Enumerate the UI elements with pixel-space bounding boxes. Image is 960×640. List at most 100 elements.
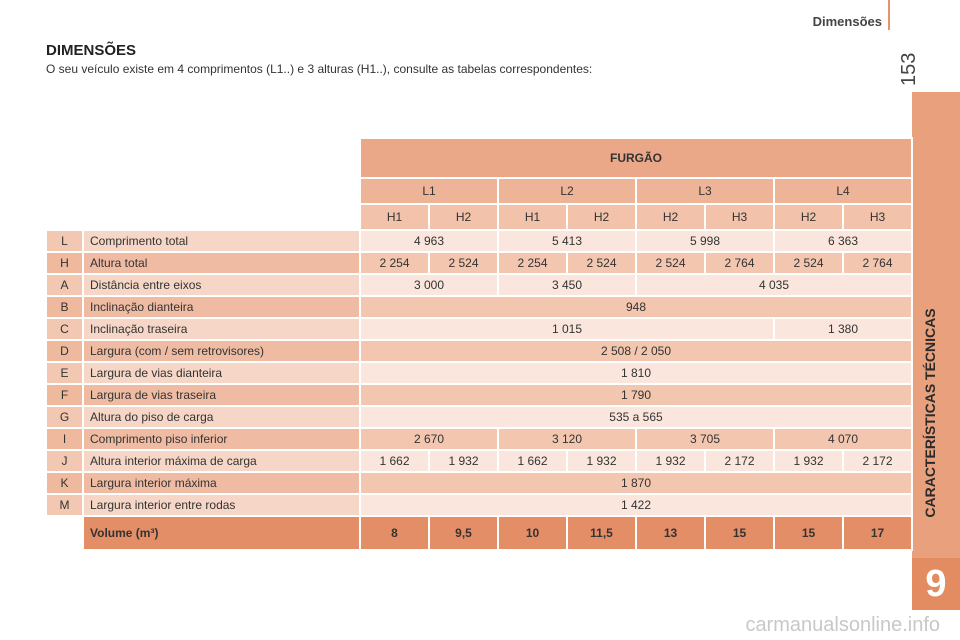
value-cell: 1 810 bbox=[359, 361, 913, 385]
row-label: Largura interior máxima bbox=[82, 471, 361, 495]
row-label: Comprimento total bbox=[82, 229, 361, 253]
volume-cell: 8 bbox=[359, 515, 430, 551]
cell bbox=[82, 203, 361, 231]
row-label: Largura (com / sem retrovisores) bbox=[82, 339, 361, 363]
cell bbox=[45, 515, 84, 551]
value-cell: 1 932 bbox=[635, 449, 706, 473]
volume-cell: 17 bbox=[842, 515, 913, 551]
row-label: Altura interior máxima de carga bbox=[82, 449, 361, 473]
title: DIMENSÕES bbox=[46, 42, 137, 59]
value-cell: 2 172 bbox=[842, 449, 913, 473]
cell bbox=[45, 177, 84, 205]
dimensions-table: FURGÃO L1 L2 L3 L4 H1 H2 H1 H2 H2 H3 H2 H3 L Comprimen… bbox=[45, 137, 913, 551]
row-code: H bbox=[45, 251, 84, 275]
row: C Inclinação traseira 1 015 1 380 bbox=[45, 317, 913, 341]
row: J Altura interior máxima de carga 1 662 1 9… bbox=[45, 449, 913, 473]
height-header: H3 bbox=[842, 203, 913, 231]
value-cell: 1 015 bbox=[359, 317, 775, 341]
row-label: Inclinação dianteira bbox=[82, 295, 361, 319]
height-header: H1 bbox=[497, 203, 568, 231]
length-header: L3 bbox=[635, 177, 775, 205]
value-cell: 6 363 bbox=[773, 229, 913, 253]
row-code: E bbox=[45, 361, 84, 385]
watermark: carmanualsonline.info bbox=[745, 614, 940, 636]
value-cell: 3 450 bbox=[497, 273, 637, 297]
row-label: Inclinação traseira bbox=[82, 317, 361, 341]
row: H1 H2 H1 H2 H2 H3 H2 H3 bbox=[45, 203, 913, 231]
rule bbox=[888, 0, 890, 30]
sidebar-label: CARACTERÍSTICAS TÉCNICAS bbox=[922, 308, 938, 518]
row: F Largura de vias traseira 1 790 bbox=[45, 383, 913, 407]
row-label: Largura de vias dianteira bbox=[82, 361, 361, 385]
row: E Largura de vias dianteira 1 810 bbox=[45, 361, 913, 385]
value-cell: 1 662 bbox=[497, 449, 568, 473]
value-cell: 2 172 bbox=[704, 449, 775, 473]
value-cell: 2 524 bbox=[428, 251, 499, 275]
value-cell: 5 413 bbox=[497, 229, 637, 253]
length-header: L4 bbox=[773, 177, 913, 205]
intro: O seu veículo existe em 4 comprimentos (… bbox=[46, 62, 593, 76]
value-cell: 4 070 bbox=[773, 427, 913, 451]
row-code: L bbox=[45, 229, 84, 253]
row: D Largura (com / sem retrovisores) 2 508 /… bbox=[45, 339, 913, 363]
row: FURGÃO bbox=[45, 137, 913, 179]
height-header: H2 bbox=[773, 203, 844, 231]
value-cell: 1 380 bbox=[773, 317, 913, 341]
value-cell: 1 790 bbox=[359, 383, 913, 407]
value-cell: 1 422 bbox=[359, 493, 913, 517]
row-label: Altura do piso de carga bbox=[82, 405, 361, 429]
cell bbox=[82, 177, 361, 205]
row-code: C bbox=[45, 317, 84, 341]
group-header: FURGÃO bbox=[359, 137, 913, 179]
row-code: M bbox=[45, 493, 84, 517]
chapter-number: 9 bbox=[912, 558, 960, 610]
value-cell: 2 524 bbox=[635, 251, 706, 275]
value-cell: 535 a 565 bbox=[359, 405, 913, 429]
page-number: 153 bbox=[898, 52, 920, 86]
height-header: H1 bbox=[359, 203, 430, 231]
row-label: Largura de vias traseira bbox=[82, 383, 361, 407]
volume-cell: 10 bbox=[497, 515, 568, 551]
value-cell: 2 670 bbox=[359, 427, 499, 451]
cell bbox=[45, 137, 84, 179]
row-code: B bbox=[45, 295, 84, 319]
row-label: Altura total bbox=[82, 251, 361, 275]
row-code: I bbox=[45, 427, 84, 451]
row: G Altura do piso de carga 535 a 565 bbox=[45, 405, 913, 429]
value-cell: 948 bbox=[359, 295, 913, 319]
row-code: A bbox=[45, 273, 84, 297]
value-cell: 2 254 bbox=[497, 251, 568, 275]
row-label: Distância entre eixos bbox=[82, 273, 361, 297]
height-header: H3 bbox=[704, 203, 775, 231]
value-cell: 2 254 bbox=[359, 251, 430, 275]
row: M Largura interior entre rodas 1 422 bbox=[45, 493, 913, 517]
value-cell: 2 764 bbox=[704, 251, 775, 275]
row: A Distância entre eixos 3 000 3 450 4 035 bbox=[45, 273, 913, 297]
row: Volume (m³) 8 9,5 10 11,5 13 15 15 17 bbox=[45, 515, 913, 551]
value-cell: 4 035 bbox=[635, 273, 913, 297]
row-label: Largura interior entre rodas bbox=[82, 493, 361, 517]
value-cell: 2 524 bbox=[566, 251, 637, 275]
value-cell: 2 764 bbox=[842, 251, 913, 275]
value-cell: 3 000 bbox=[359, 273, 499, 297]
height-header: H2 bbox=[428, 203, 499, 231]
row: B Inclinação dianteira 948 bbox=[45, 295, 913, 319]
value-cell: 3 705 bbox=[635, 427, 775, 451]
length-header: L2 bbox=[497, 177, 637, 205]
row: H Altura total 2 254 2 524 2 254 2 524 2 524 2 … bbox=[45, 251, 913, 275]
height-header: H2 bbox=[635, 203, 706, 231]
section-name: Dimensões bbox=[812, 14, 882, 29]
value-cell: 3 120 bbox=[497, 427, 637, 451]
value-cell: 4 963 bbox=[359, 229, 499, 253]
value-cell: 1 932 bbox=[773, 449, 844, 473]
value-cell: 2 508 / 2 050 bbox=[359, 339, 913, 363]
value-cell: 1 662 bbox=[359, 449, 430, 473]
sidebar bbox=[912, 92, 960, 558]
length-header: L1 bbox=[359, 177, 499, 205]
volume-cell: 15 bbox=[773, 515, 844, 551]
row-code: K bbox=[45, 471, 84, 495]
volume-label: Volume (m³) bbox=[82, 515, 361, 551]
value-cell: 1 932 bbox=[428, 449, 499, 473]
volume-cell: 15 bbox=[704, 515, 775, 551]
